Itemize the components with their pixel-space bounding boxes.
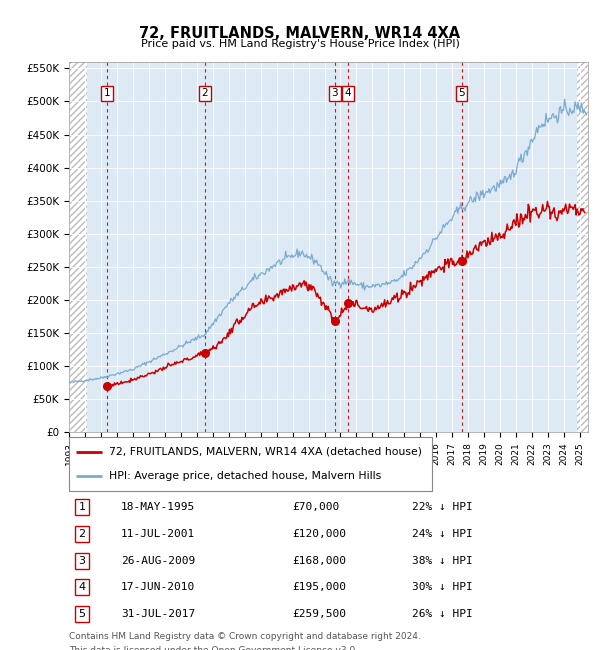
Bar: [69, 62, 86, 432]
Text: Price paid vs. HM Land Registry's House Price Index (HPI): Price paid vs. HM Land Registry's House …: [140, 39, 460, 49]
Text: 30% ↓ HPI: 30% ↓ HPI: [412, 582, 472, 592]
Text: 11-JUL-2001: 11-JUL-2001: [121, 529, 195, 539]
Text: 26-AUG-2009: 26-AUG-2009: [121, 556, 195, 566]
Text: 31-JUL-2017: 31-JUL-2017: [121, 609, 195, 619]
Text: Contains HM Land Registry data © Crown copyright and database right 2024.: Contains HM Land Registry data © Crown c…: [69, 632, 421, 641]
Text: 3: 3: [79, 556, 85, 566]
Text: 38% ↓ HPI: 38% ↓ HPI: [412, 556, 472, 566]
Text: This data is licensed under the Open Government Licence v3.0.: This data is licensed under the Open Gov…: [69, 646, 358, 650]
Text: 24% ↓ HPI: 24% ↓ HPI: [412, 529, 472, 539]
Text: £259,500: £259,500: [292, 609, 346, 619]
Text: HPI: Average price, detached house, Malvern Hills: HPI: Average price, detached house, Malv…: [109, 471, 381, 480]
Text: £70,000: £70,000: [292, 502, 340, 512]
FancyBboxPatch shape: [69, 437, 432, 491]
Text: 72, FRUITLANDS, MALVERN, WR14 4XA: 72, FRUITLANDS, MALVERN, WR14 4XA: [139, 26, 461, 41]
Text: 26% ↓ HPI: 26% ↓ HPI: [412, 609, 472, 619]
Text: £195,000: £195,000: [292, 582, 346, 592]
Text: 1: 1: [79, 502, 85, 512]
Text: 5: 5: [458, 88, 465, 98]
Text: 4: 4: [79, 582, 86, 592]
Text: £168,000: £168,000: [292, 556, 346, 566]
Text: 5: 5: [79, 609, 85, 619]
Text: 3: 3: [332, 88, 338, 98]
Text: 1: 1: [104, 88, 110, 98]
Text: 22% ↓ HPI: 22% ↓ HPI: [412, 502, 472, 512]
Bar: [577, 62, 588, 432]
Text: 2: 2: [202, 88, 208, 98]
Text: 17-JUN-2010: 17-JUN-2010: [121, 582, 195, 592]
Text: 4: 4: [344, 88, 351, 98]
Text: 18-MAY-1995: 18-MAY-1995: [121, 502, 195, 512]
Text: 2: 2: [79, 529, 86, 539]
Text: 72, FRUITLANDS, MALVERN, WR14 4XA (detached house): 72, FRUITLANDS, MALVERN, WR14 4XA (detac…: [109, 447, 422, 457]
Text: £120,000: £120,000: [292, 529, 346, 539]
